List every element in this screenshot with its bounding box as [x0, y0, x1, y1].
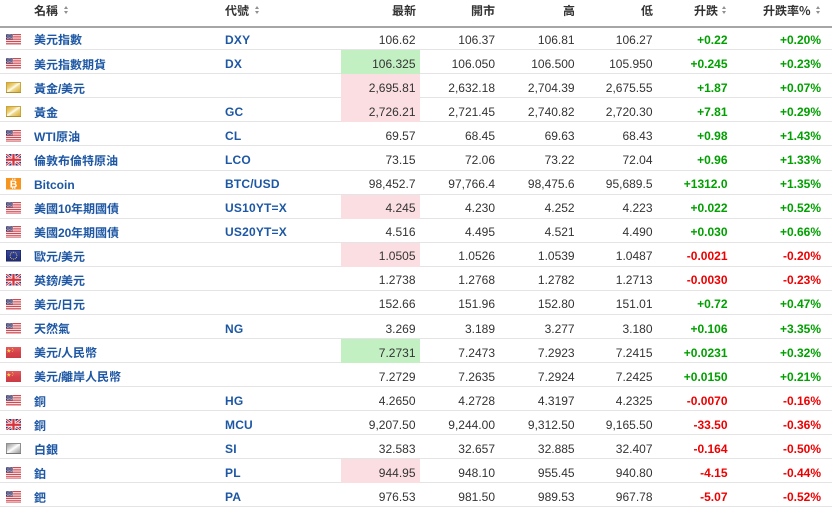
- svg-text:B: B: [10, 179, 18, 190]
